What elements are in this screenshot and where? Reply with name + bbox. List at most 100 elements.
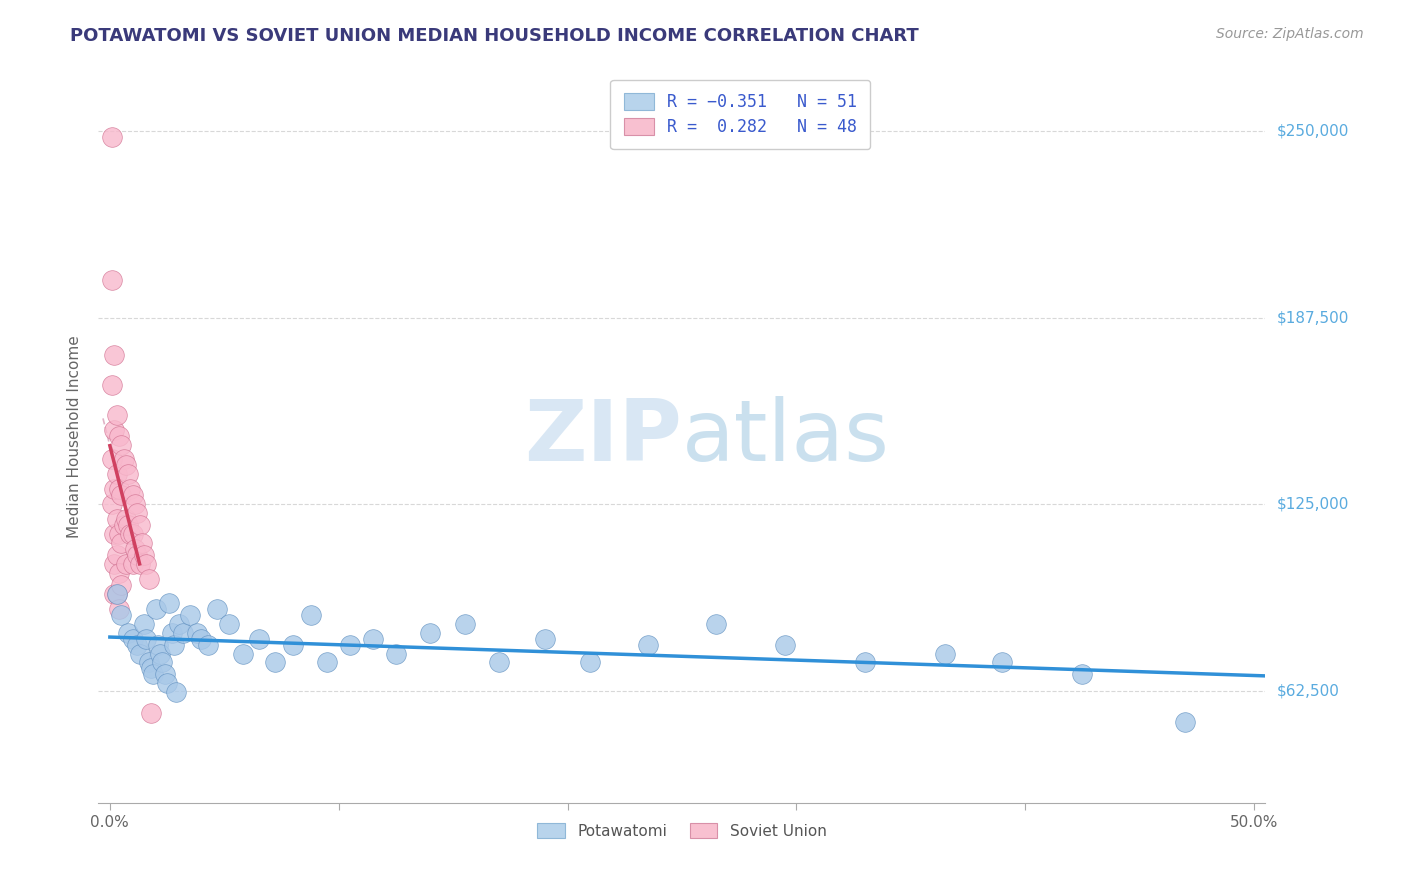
Point <box>1071 667 1094 681</box>
Point <box>101 130 124 145</box>
Point <box>853 656 876 670</box>
Point <box>110 488 132 502</box>
Point <box>101 452 124 467</box>
Point <box>105 587 128 601</box>
Point <box>419 625 441 640</box>
Text: Source: ZipAtlas.com: Source: ZipAtlas.com <box>1216 27 1364 41</box>
Point <box>135 632 157 646</box>
Point <box>108 566 131 580</box>
Point <box>146 638 169 652</box>
Point <box>103 483 125 497</box>
Point <box>157 596 180 610</box>
Point <box>101 273 124 287</box>
Y-axis label: Median Household Income: Median Household Income <box>67 335 83 539</box>
Text: $62,500: $62,500 <box>1277 683 1340 698</box>
Point <box>112 452 135 467</box>
Point <box>637 638 659 652</box>
Point <box>117 625 139 640</box>
Point <box>135 557 157 571</box>
Point <box>149 647 172 661</box>
Point <box>488 656 510 670</box>
Point <box>165 685 187 699</box>
Point <box>105 512 128 526</box>
Point <box>197 638 219 652</box>
Point <box>127 506 149 520</box>
Point <box>138 656 160 670</box>
Point <box>120 483 142 497</box>
Point <box>103 587 125 601</box>
Point <box>934 647 956 661</box>
Point <box>103 423 125 437</box>
Point <box>108 483 131 497</box>
Text: $125,000: $125,000 <box>1277 497 1348 512</box>
Point <box>134 548 156 562</box>
Point <box>131 536 153 550</box>
Point <box>299 607 322 622</box>
Point <box>142 667 165 681</box>
Legend: Potawatomi, Soviet Union: Potawatomi, Soviet Union <box>530 815 834 847</box>
Point <box>156 676 179 690</box>
Point <box>316 656 339 670</box>
Point <box>991 656 1014 670</box>
Point <box>105 467 128 482</box>
Point <box>138 572 160 586</box>
Point <box>121 488 143 502</box>
Point <box>105 587 128 601</box>
Point <box>160 625 183 640</box>
Point <box>172 625 194 640</box>
Point <box>218 616 240 631</box>
Point <box>108 527 131 541</box>
Point <box>124 542 146 557</box>
Point <box>115 458 138 473</box>
Point <box>167 616 190 631</box>
Point <box>105 548 128 562</box>
Point <box>361 632 384 646</box>
Point <box>453 616 475 631</box>
Point <box>103 557 125 571</box>
Point <box>186 625 208 640</box>
Point <box>105 408 128 422</box>
Text: atlas: atlas <box>682 395 890 479</box>
Point <box>115 512 138 526</box>
Point <box>134 616 156 631</box>
Text: $187,500: $187,500 <box>1277 310 1348 326</box>
Point <box>128 518 150 533</box>
Point <box>110 578 132 592</box>
Point <box>112 518 135 533</box>
Point <box>101 497 124 511</box>
Point <box>1174 715 1197 730</box>
Text: $250,000: $250,000 <box>1277 124 1348 138</box>
Point <box>117 467 139 482</box>
Point <box>115 557 138 571</box>
Point <box>121 632 143 646</box>
Point <box>127 548 149 562</box>
Point <box>232 647 254 661</box>
Point <box>190 632 212 646</box>
Point <box>110 437 132 451</box>
Point <box>139 661 162 675</box>
Point <box>110 536 132 550</box>
Point <box>103 348 125 362</box>
Point <box>207 601 229 615</box>
Point <box>533 632 555 646</box>
Point <box>773 638 796 652</box>
Point <box>153 667 176 681</box>
Point <box>179 607 201 622</box>
Point <box>385 647 408 661</box>
Point <box>579 656 602 670</box>
Point <box>339 638 361 652</box>
Point <box>139 706 162 721</box>
Point <box>108 601 131 615</box>
Point <box>263 656 285 670</box>
Text: ZIP: ZIP <box>524 395 682 479</box>
Point <box>121 527 143 541</box>
Point <box>120 527 142 541</box>
Point <box>145 601 167 615</box>
Point <box>110 607 132 622</box>
Point <box>704 616 727 631</box>
Point <box>121 557 143 571</box>
Point <box>127 638 149 652</box>
Point <box>163 638 186 652</box>
Point <box>124 497 146 511</box>
Point <box>152 656 174 670</box>
